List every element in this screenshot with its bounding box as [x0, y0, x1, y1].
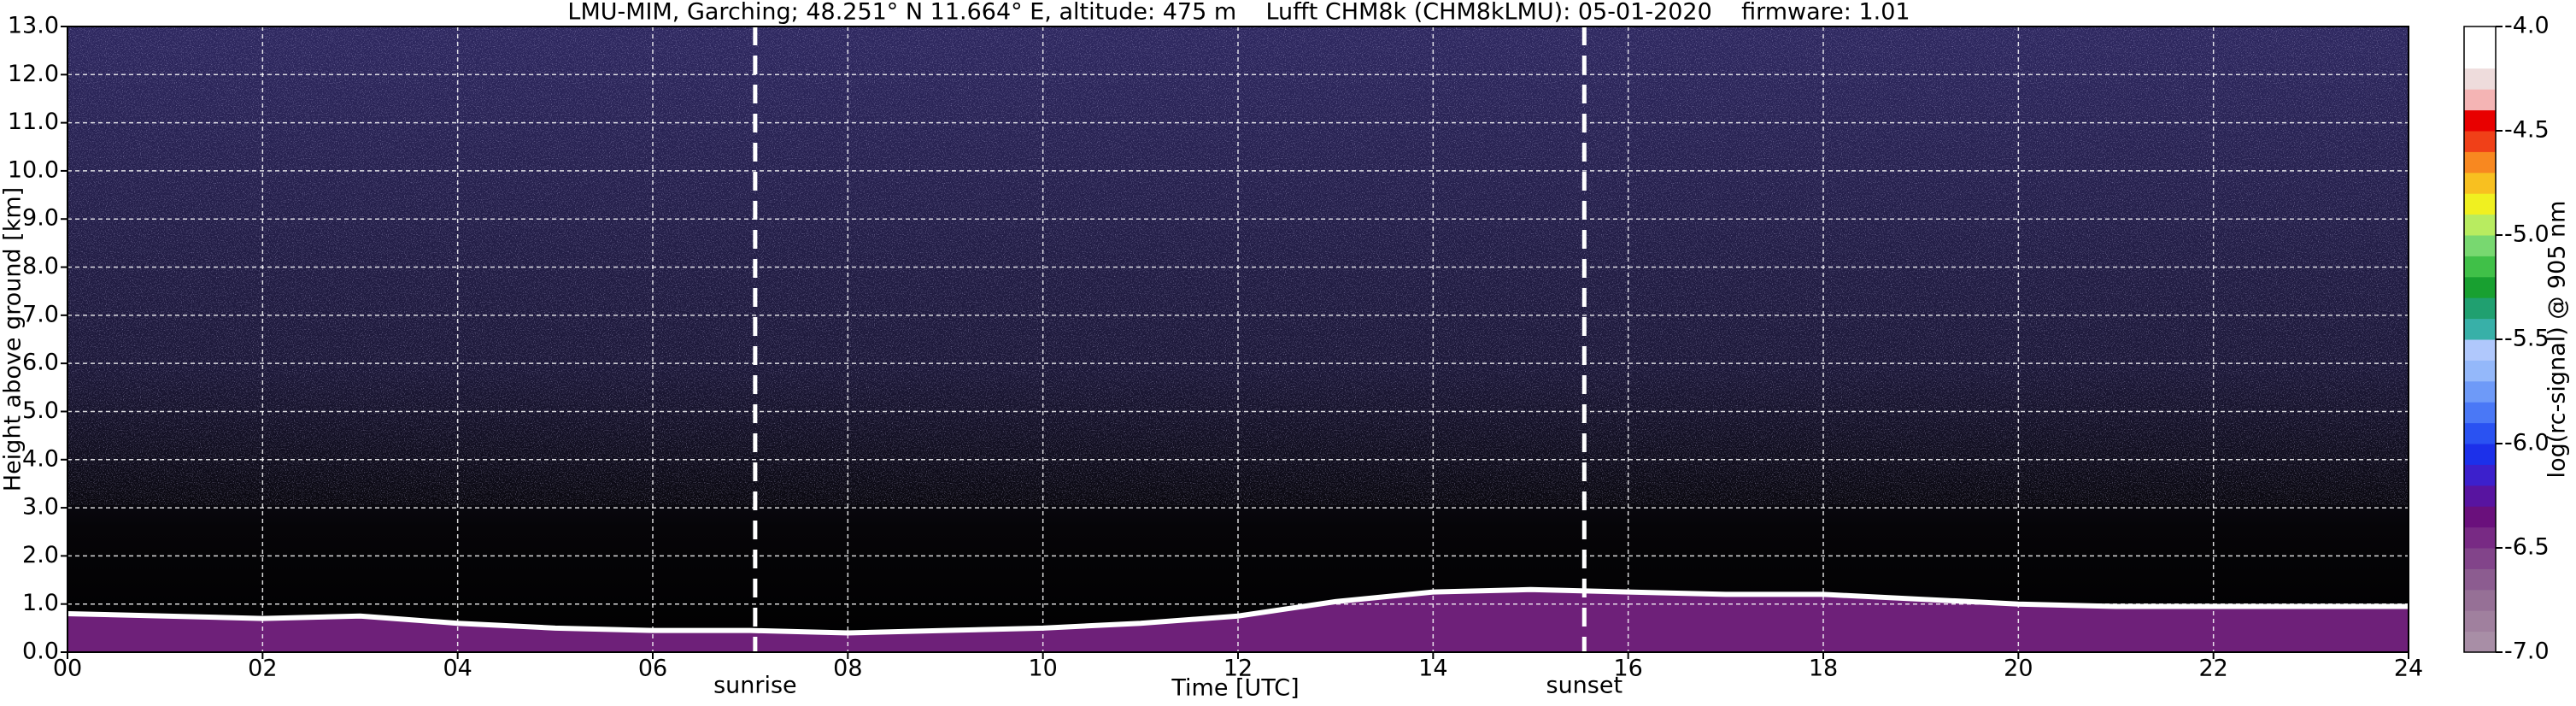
- y-tick-label: 12.0: [8, 61, 59, 87]
- y-tick-label: 9.0: [22, 205, 59, 232]
- x-tick-label: 10: [1028, 656, 1057, 682]
- y-tick-label: 2.0: [22, 542, 59, 568]
- colorbar-segment: [2464, 151, 2496, 174]
- colorbar-segment: [2464, 297, 2496, 320]
- colorbar-segment: [2464, 89, 2496, 111]
- colorbar-segment: [2464, 548, 2496, 569]
- y-tick-label: 4.0: [22, 445, 59, 472]
- y-tick-label: 1.0: [22, 590, 59, 616]
- x-axis-label: Time [UTC]: [1171, 675, 1299, 702]
- y-tick-label: 6.0: [22, 350, 59, 376]
- colorbar-segment: [2464, 589, 2496, 611]
- colorbar-label: log(rc-signal) @ 905 nm: [2544, 201, 2571, 479]
- annotation-label: sunset: [1546, 673, 1623, 699]
- colorbar-segment: [2464, 631, 2496, 653]
- x-tick-label: 20: [2004, 656, 2033, 682]
- y-tick-label: 13.0: [8, 13, 59, 39]
- colorbar-segment: [2464, 380, 2496, 403]
- colorbar-tick-label: -5.0: [2504, 221, 2550, 248]
- x-tick-label: 08: [833, 656, 862, 682]
- chart-title: LMU-MIM, Garching; 48.251° N 11.664° E, …: [567, 0, 1910, 26]
- colorbar-tick-label: -4.0: [2504, 13, 2550, 39]
- colorbar-segment: [2464, 131, 2496, 152]
- colorbar-segment: [2464, 464, 2496, 486]
- y-tick-label: 10.0: [8, 156, 59, 183]
- colorbar-tick-label: -7.0: [2504, 638, 2550, 665]
- colorbar-segment: [2464, 172, 2496, 194]
- y-tick-label: 5.0: [22, 397, 59, 424]
- colorbar-segment: [2464, 339, 2496, 361]
- x-tick-label: 24: [2394, 656, 2423, 682]
- y-axis-label: Height above ground [km]: [0, 187, 26, 491]
- x-tick-label: 12: [1223, 656, 1253, 682]
- colorbar-segment: [2464, 276, 2496, 298]
- colorbar-segment: [2464, 235, 2496, 256]
- x-tick-label: 06: [638, 656, 667, 682]
- colorbar-segment: [2464, 527, 2496, 549]
- colorbar-tick-label: -4.5: [2504, 117, 2550, 144]
- colorbar-segment: [2464, 214, 2496, 236]
- annotation-label: sunrise: [713, 673, 797, 699]
- colorbar-segment: [2464, 26, 2496, 48]
- colorbar-segment: [2464, 47, 2496, 69]
- x-tick-label: 02: [248, 656, 277, 682]
- colorbar-segment: [2464, 485, 2496, 507]
- colorbar-segment: [2464, 109, 2496, 132]
- colorbar-segment: [2464, 506, 2496, 528]
- y-tick-label: 3.0: [22, 494, 59, 521]
- colorbar-segment: [2464, 610, 2496, 632]
- x-tick-label: 00: [53, 656, 82, 682]
- colorbar-segment: [2464, 360, 2496, 382]
- colorbar-tick-label: -6.5: [2504, 534, 2550, 561]
- colorbar-segment: [2464, 318, 2496, 340]
- x-tick-label: 16: [1613, 656, 1642, 682]
- x-tick-label: 22: [2198, 656, 2227, 682]
- plot-frame: [67, 26, 2409, 653]
- colorbar-segment: [2464, 444, 2496, 465]
- colorbar-segment: [2464, 193, 2496, 215]
- colorbar-segment: [2464, 256, 2496, 278]
- x-tick-label: 14: [1418, 656, 1447, 682]
- colorbar-segment: [2464, 568, 2496, 591]
- x-tick-label: 18: [1809, 656, 1838, 682]
- y-tick-label: 0.0: [22, 638, 59, 665]
- y-tick-label: 11.0: [8, 109, 59, 135]
- colorbar-segment: [2464, 422, 2496, 444]
- colorbar-tick-label: -5.5: [2504, 326, 2550, 352]
- x-tick-label: 04: [443, 656, 472, 682]
- y-tick-label: 8.0: [22, 253, 59, 279]
- colorbar-segment: [2464, 402, 2496, 424]
- colorbar-tick-label: -6.0: [2504, 430, 2550, 456]
- colorbar-segment: [2464, 68, 2496, 90]
- y-tick-label: 7.0: [22, 301, 59, 327]
